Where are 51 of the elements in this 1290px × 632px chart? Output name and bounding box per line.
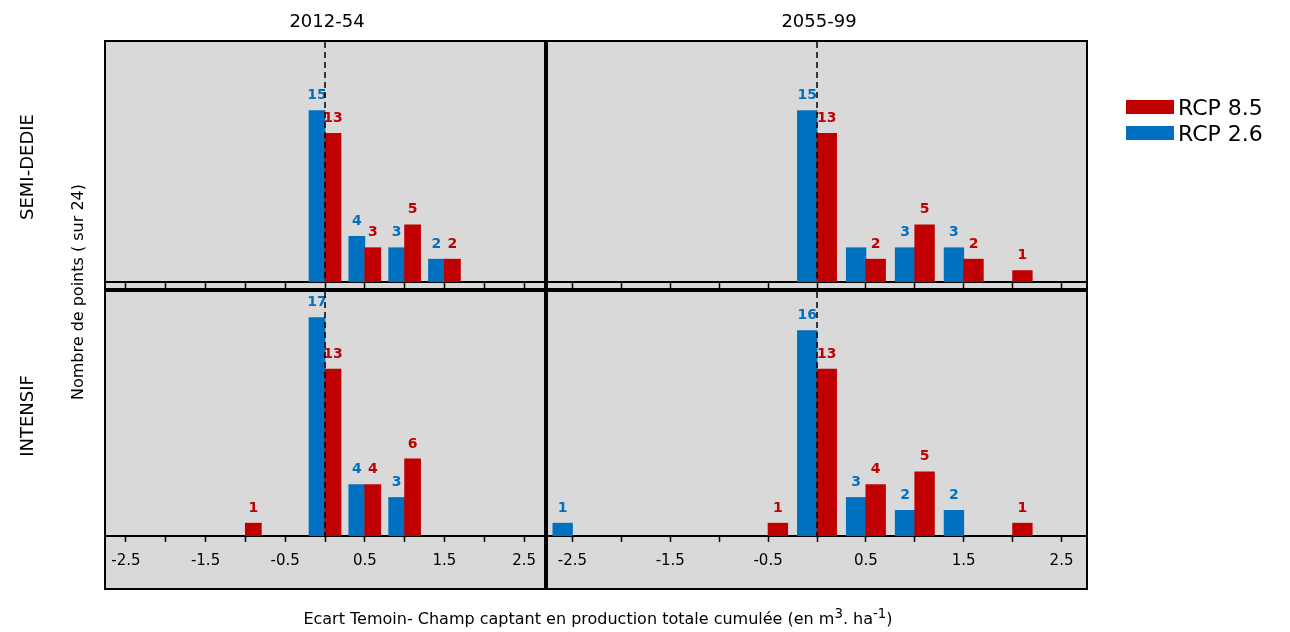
data-label: 2 [870,234,881,251]
data-label: 1 [773,498,783,515]
legend-label: RCP 8.5 [1178,94,1263,120]
data-label: 1 [1017,498,1028,515]
data-label: 3 [949,223,959,240]
data-label: 4 [351,211,362,228]
data-label: 3 [367,223,378,240]
data-label: 2 [431,234,442,251]
data-label: 15 [307,86,327,103]
data-label: 4 [870,460,881,477]
legend-label: RCP 2.6 [1178,120,1263,146]
x-tick-label: 0.5 [853,550,878,569]
data-label: 17 [307,293,327,310]
y-axis-title: INTENSIF [15,375,37,457]
text: Nombre de points ( sur 24) [67,183,87,401]
x-tick-label: -1.5 [190,550,221,569]
data-label: 15 [797,86,817,103]
y-axis-title: SEMI-DEDIE [15,114,37,220]
x-tick-label: 1.5 [951,550,976,569]
data-label: 5 [407,200,418,217]
x-tick-label: -0.5 [753,550,783,569]
data-label: 4 [367,460,378,477]
data-label: 2 [968,234,979,251]
x-tick-label: 2.5 [1049,550,1074,569]
x-tick-label: -0.5 [270,550,300,569]
data-label: 13 [817,344,837,361]
x-axis-title: Ecart Temoin- Champ captant en production totale cumulée (en m$^{3}$. ha$^{-1}$) [302,606,894,629]
data-label: 3 [391,223,402,240]
data-label: 5 [919,447,930,464]
x-tick-label: -2.5 [111,550,141,569]
data-label: 1 [248,498,259,515]
x-tick-label: 0.5 [352,550,377,569]
data-label: 2 [447,234,458,251]
chart-title: 2012-54 [288,10,366,31]
data-label: 3 [851,473,861,490]
data-label: 2 [900,485,910,502]
data-label: 13 [817,109,837,126]
x-tick-label: -2.5 [557,550,588,569]
data-label: 1 [1017,246,1028,263]
data-label: 5 [919,200,930,217]
data-label: 16 [797,306,817,323]
data-label: 6 [407,434,418,451]
x-tick-label: 2.5 [512,550,537,569]
data-label: 1 [557,498,568,515]
data-label: 4 [351,460,362,477]
chart-title: 2055-99 [780,10,858,31]
data-label: 3 [900,223,910,240]
x-tick-label: 1.5 [432,550,457,569]
data-label: 3 [391,473,402,490]
data-label: 2 [949,485,959,502]
x-tick-label: -1.5 [655,550,685,569]
